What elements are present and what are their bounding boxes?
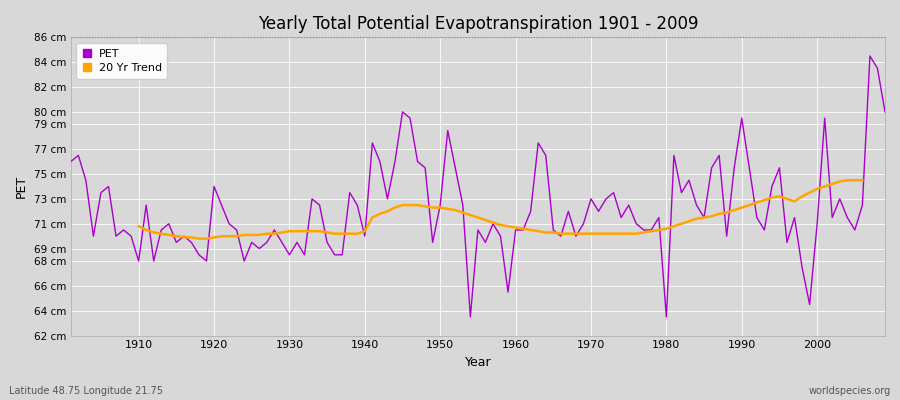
X-axis label: Year: Year — [464, 356, 491, 369]
Legend: PET, 20 Yr Trend: PET, 20 Yr Trend — [76, 43, 167, 79]
Y-axis label: PET: PET — [15, 175, 28, 198]
Title: Yearly Total Potential Evapotranspiration 1901 - 2009: Yearly Total Potential Evapotranspiratio… — [257, 15, 698, 33]
Text: worldspecies.org: worldspecies.org — [809, 386, 891, 396]
Text: Latitude 48.75 Longitude 21.75: Latitude 48.75 Longitude 21.75 — [9, 386, 163, 396]
